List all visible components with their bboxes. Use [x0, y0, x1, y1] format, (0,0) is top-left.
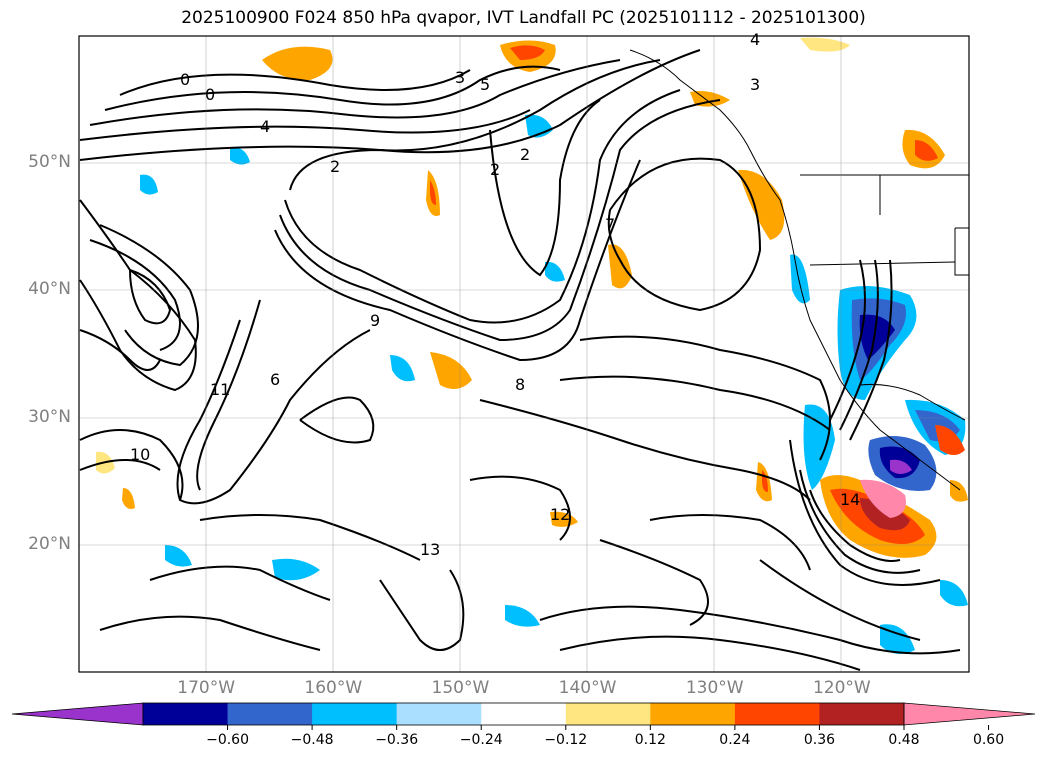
colorbar-extend-low — [11, 702, 144, 726]
map-frame — [78, 35, 970, 673]
contour-label: 6 — [270, 370, 280, 389]
contour-label: 0 — [180, 70, 190, 89]
colorbar-tick-label: −0.12 — [544, 732, 588, 748]
colorbar-segment — [650, 703, 736, 725]
map-background — [79, 36, 969, 672]
contour-label: 2 — [330, 157, 340, 176]
lat-label: 50°N — [28, 152, 71, 173]
qvapor-contours — [79, 49, 961, 671]
colorbar-segment — [481, 703, 567, 725]
colorbar-tick-label: 0.48 — [888, 732, 920, 748]
coastline — [629, 49, 969, 491]
colorbar-segment — [227, 703, 313, 725]
contour-label: 10 — [130, 445, 150, 464]
colorbar-tick-label: 0.36 — [803, 732, 836, 748]
lat-label: 30°N — [28, 406, 71, 427]
colorbar-segment — [312, 703, 398, 725]
colorbar-tick-label: −0.48 — [290, 732, 334, 748]
anomaly-shading — [96, 37, 968, 654]
contour-label-group: 00 2 2 2 3 3 4 4 5 6 7 8 9 10 11 12 13 14 — [130, 30, 860, 559]
lon-label: 170°W — [177, 678, 236, 698]
lon-label: 130°W — [685, 678, 744, 698]
colorbar-segment — [734, 703, 820, 725]
contour-label: 8 — [515, 375, 525, 394]
contour-label: 9 — [370, 311, 380, 330]
graticule — [79, 36, 969, 672]
contour-label: 13 — [420, 540, 440, 559]
contour-label: 11 — [210, 380, 230, 399]
colorbar — [11, 702, 1036, 730]
colorbar-segment — [819, 703, 905, 725]
lon-label: 160°W — [304, 678, 363, 698]
colorbar-tick-label: 0.24 — [719, 732, 751, 748]
contour-label: 3 — [455, 68, 465, 87]
lat-label: 20°N — [28, 533, 71, 554]
colorbar-frame — [142, 702, 905, 726]
plot-title: 2025100900 F024 850 hPa qvapor, IVT Land… — [181, 8, 866, 28]
contour-label: 3 — [750, 75, 760, 94]
contour-label: 5 — [480, 75, 490, 94]
lon-label: 140°W — [558, 678, 617, 698]
lat-label: 40°N — [28, 279, 71, 300]
colorbar-tick-label: 0.60 — [972, 732, 1005, 748]
contour-label: 14 — [840, 490, 860, 509]
colorbar-tick-label: −0.36 — [375, 732, 419, 748]
contour-label: 12 — [550, 505, 570, 524]
colorbar-segment — [565, 703, 651, 725]
contour-label: 7 — [605, 215, 615, 234]
contour-label: 2 — [490, 160, 500, 179]
colorbar-segment — [143, 703, 229, 725]
contour-label: 4 — [750, 30, 760, 49]
lon-label: 120°W — [812, 678, 871, 698]
colorbar-tick-label: −0.24 — [459, 732, 503, 748]
colorbar-tick-label: 0.12 — [634, 732, 666, 748]
contour-label: 2 — [520, 145, 530, 164]
contour-label: 4 — [260, 117, 270, 136]
colorbar-extend-high — [903, 702, 1036, 726]
contour-label: 0 — [205, 85, 215, 104]
colorbar-tick-label: −0.60 — [206, 732, 249, 748]
colorbar-segment — [396, 703, 482, 725]
lon-label: 150°W — [431, 678, 490, 698]
